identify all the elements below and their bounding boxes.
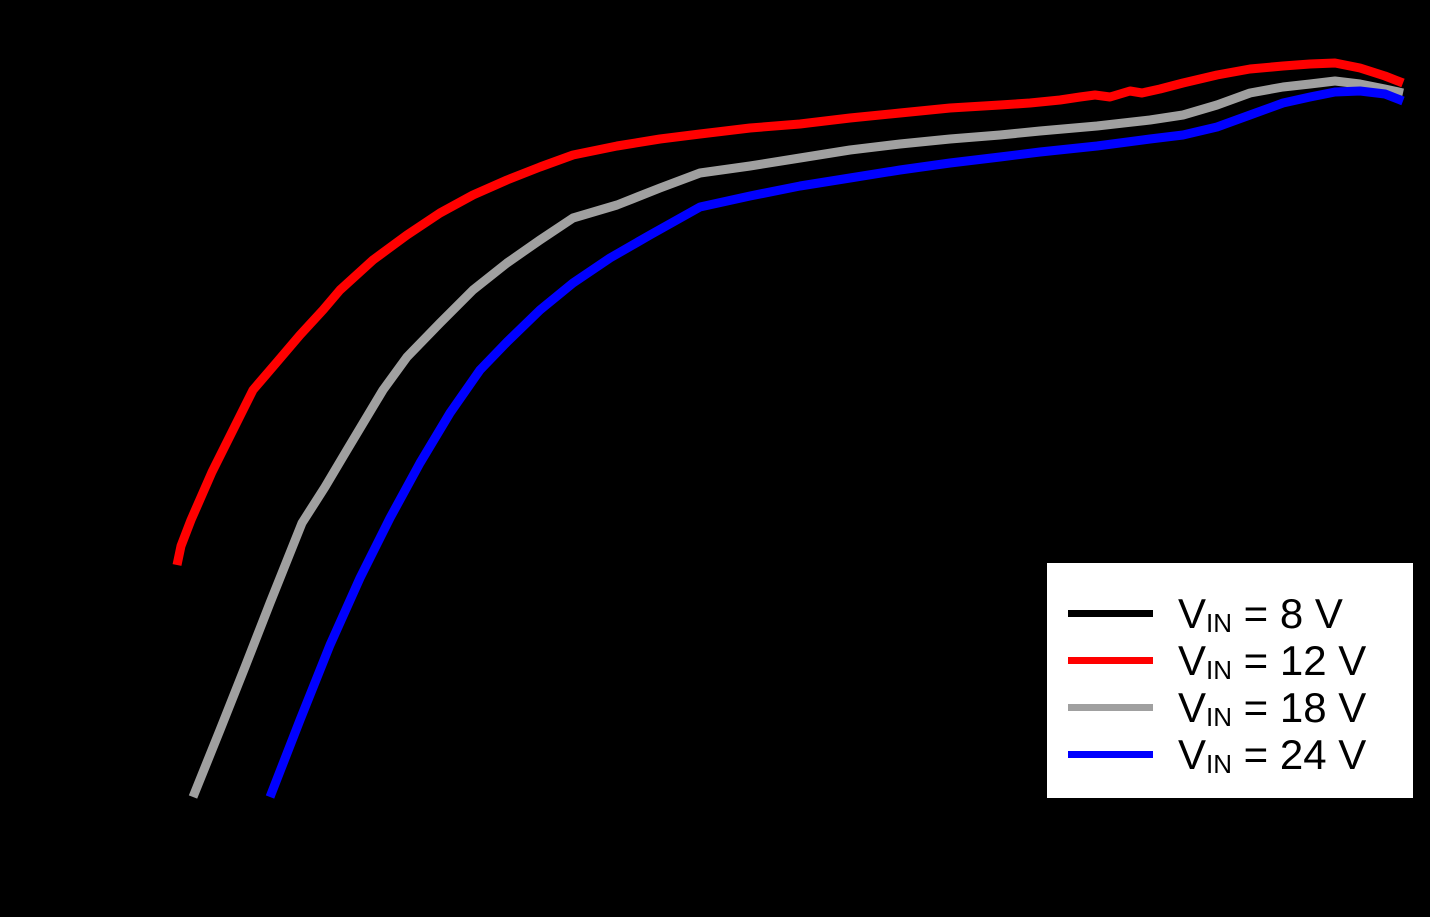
legend-row-24v: VIN = 24 V: [1047, 731, 1413, 778]
legend-label-subscript: IN: [1206, 608, 1233, 639]
legend-label-base: V: [1178, 636, 1207, 684]
curve-vin-18-v: [188, 76, 1404, 799]
legend-label-subscript: IN: [1206, 702, 1233, 733]
curve-vin-24-v: [265, 86, 1405, 799]
legend-label: VIN = 18 V: [1178, 683, 1367, 733]
legend-label-value: = 12 V: [1232, 636, 1367, 684]
legend-label-value: = 18 V: [1232, 683, 1367, 731]
curve-vin-12-v: [172, 58, 1405, 566]
legend-line-swatch-icon: [1068, 610, 1153, 617]
curve-group: [172, 58, 1405, 799]
legend-label: VIN = 8 V: [1178, 589, 1343, 639]
legend-label: VIN = 12 V: [1178, 636, 1367, 686]
legend-row-8v: VIN = 8 V: [1047, 590, 1413, 637]
legend-label-subscript: IN: [1206, 749, 1233, 780]
legend-line-swatch-icon: [1068, 657, 1153, 664]
legend-label-value: = 8 V: [1232, 589, 1343, 637]
legend-row-18v: VIN = 18 V: [1047, 684, 1413, 731]
legend-line-swatch-icon: [1068, 751, 1153, 758]
legend: VIN = 8 V VIN = 12 V VIN = 18 V VIN = 24 V: [1041, 557, 1419, 804]
legend-label-base: V: [1178, 730, 1207, 778]
legend-label-subscript: IN: [1206, 655, 1233, 686]
legend-label-base: V: [1178, 589, 1207, 637]
legend-label-value: = 24 V: [1232, 730, 1367, 778]
legend-label-base: V: [1178, 683, 1207, 731]
legend-label: VIN = 24 V: [1178, 730, 1367, 780]
legend-line-swatch-icon: [1068, 704, 1153, 711]
legend-row-12v: VIN = 12 V: [1047, 637, 1413, 684]
